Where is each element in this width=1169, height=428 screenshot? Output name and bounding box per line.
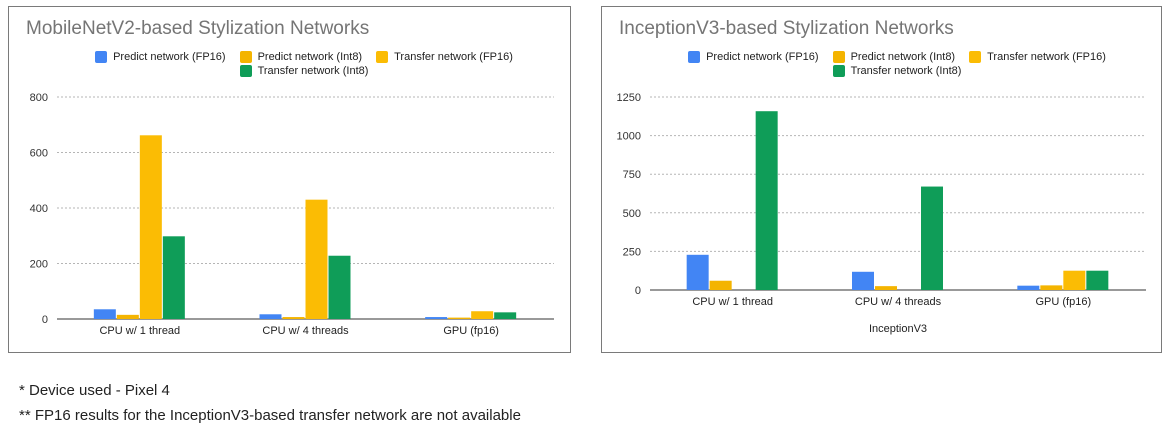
footnote-device: * Device used - Pixel 4 xyxy=(19,382,170,399)
bar xyxy=(875,286,897,290)
legend-label: Transfer network (Int8) xyxy=(257,65,369,77)
x-axis-label: InceptionV3 xyxy=(869,323,927,335)
bar xyxy=(305,199,328,319)
y-tick-label: 600 xyxy=(30,148,48,160)
bar xyxy=(852,271,874,290)
legend-swatch xyxy=(239,65,252,77)
legend-swatch xyxy=(688,51,701,63)
y-tick-label: 400 xyxy=(30,203,48,215)
chart-panel-mobilenetv2: 0 200 400 600 800 CPU w/ 1 thread CPU w/ 4 thr… xyxy=(8,6,571,353)
legend-label: Transfer network (FP16) xyxy=(394,51,513,63)
x-tick-label: CPU w/ 1 thread xyxy=(692,296,773,308)
bar xyxy=(282,317,305,319)
y-tick-label: 1250 xyxy=(617,92,641,104)
legend-item: Transfer network (FP16) xyxy=(969,51,1106,63)
legend-item: Transfer network (Int8) xyxy=(239,65,369,77)
legend-swatch xyxy=(969,51,982,63)
legend-item: Transfer network (FP16) xyxy=(376,51,513,63)
chart-title: MobileNetV2-based Stylization Networks xyxy=(26,18,370,39)
legend-label: Predict network (FP16) xyxy=(113,51,226,63)
legend-label: Predict network (Int8) xyxy=(850,51,956,63)
x-tick-label: CPU w/ 4 threads xyxy=(855,296,942,308)
y-tick-label: 750 xyxy=(623,169,641,181)
bar xyxy=(116,314,139,319)
y-tick-label: 1000 xyxy=(617,131,641,143)
x-tick-label: GPU (fp16) xyxy=(1036,296,1092,308)
legend-label: Predict network (Int8) xyxy=(257,51,363,63)
bar xyxy=(1063,270,1086,290)
bar xyxy=(471,311,494,319)
y-tick-label: 0 xyxy=(42,314,48,326)
legend-label: Predict network (FP16) xyxy=(706,51,819,63)
y-tick-label: 500 xyxy=(623,208,641,220)
legend-item: Predict network (FP16) xyxy=(688,51,819,63)
bar xyxy=(162,236,185,319)
legend-item: Transfer network (Int8) xyxy=(832,65,962,77)
x-tick-label: CPU w/ 4 threads xyxy=(262,325,349,337)
bar xyxy=(709,280,732,290)
bar xyxy=(1040,285,1063,290)
bar xyxy=(1017,285,1040,290)
x-tick-label: CPU w/ 1 thread xyxy=(99,325,180,337)
bar xyxy=(494,312,517,319)
legend-swatch xyxy=(376,51,389,63)
y-tick-label: 200 xyxy=(30,259,48,271)
legend-label: Transfer network (FP16) xyxy=(987,51,1106,63)
bar xyxy=(755,111,778,290)
chart-plot-inceptionv3: 0 250 500 750 1000 1250 CPU w/ 1 thread CPU w/ … xyxy=(617,92,1146,335)
legend-swatch xyxy=(95,51,108,63)
footnote-fp16: ** FP16 results for the InceptionV3-base… xyxy=(19,407,521,424)
footnotes: * Device used - Pixel 4 ** FP16 results … xyxy=(19,378,521,428)
legend-swatch xyxy=(239,51,252,63)
legend-item: Predict network (Int8) xyxy=(239,51,363,63)
bar xyxy=(259,314,282,319)
legend-swatch xyxy=(832,51,845,63)
legend-item: Predict network (FP16) xyxy=(95,51,226,63)
bar xyxy=(328,255,351,319)
legend-label: Transfer network (Int8) xyxy=(850,65,962,77)
chart-title: InceptionV3-based Stylization Networks xyxy=(619,18,954,39)
chart-plot-mobilenetv2: 0 200 400 600 800 CPU w/ 1 thread CPU w/ 4 thr… xyxy=(30,92,554,337)
chart-legend: Predict network (FP16) Predict network (… xyxy=(662,51,1132,77)
bar xyxy=(425,317,448,319)
bar xyxy=(93,309,116,319)
bar xyxy=(139,135,162,319)
bar xyxy=(448,317,471,319)
y-tick-label: 0 xyxy=(635,285,641,297)
bar xyxy=(1086,270,1109,290)
legend-item: Predict network (Int8) xyxy=(832,51,956,63)
y-tick-label: 800 xyxy=(30,92,48,104)
x-tick-label: GPU (fp16) xyxy=(443,325,499,337)
chart-panel-inceptionv3: 0 250 500 750 1000 1250 CPU w/ 1 thread CPU w/ … xyxy=(601,6,1162,353)
y-tick-label: 250 xyxy=(623,246,641,258)
legend-swatch xyxy=(832,65,845,77)
bar xyxy=(686,254,709,290)
chart-legend: Predict network (FP16) Predict network (… xyxy=(69,51,539,77)
bar xyxy=(921,186,943,290)
